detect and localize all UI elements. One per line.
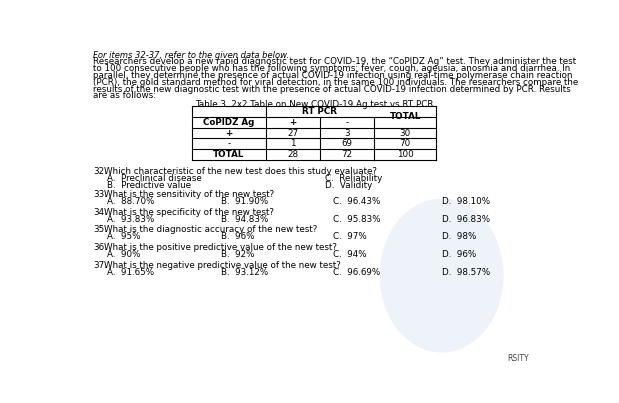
- Text: Researchers develop a new rapid diagnostic test for COVID-19, the “CoPIDZ Ag” te: Researchers develop a new rapid diagnost…: [93, 57, 576, 66]
- Text: For items 32-37, refer to the given data below.: For items 32-37, refer to the given data…: [93, 51, 289, 60]
- Text: are as follows:: are as follows:: [93, 91, 156, 100]
- Text: D.  98.10%: D. 98.10%: [441, 197, 490, 206]
- Text: A.  Preclinical disease: A. Preclinical disease: [107, 174, 202, 183]
- Text: 33.: 33.: [93, 190, 106, 199]
- Text: Which characteristic of the new test does this study evaluate?: Which characteristic of the new test doe…: [105, 167, 378, 176]
- Text: C.  95.83%: C. 95.83%: [333, 215, 381, 224]
- Text: 30: 30: [400, 129, 411, 137]
- Text: +: +: [289, 118, 297, 127]
- Text: B.  92%: B. 92%: [221, 250, 254, 259]
- Text: -: -: [345, 118, 348, 127]
- Text: A.  88.70%: A. 88.70%: [107, 197, 154, 206]
- Text: TOTAL: TOTAL: [389, 112, 421, 121]
- Text: B.  96%: B. 96%: [221, 233, 254, 241]
- Text: D.  96%: D. 96%: [441, 250, 476, 259]
- Text: 35.: 35.: [93, 225, 106, 235]
- Text: What is the negative predictive value of the new test?: What is the negative predictive value of…: [105, 261, 341, 270]
- Text: (PCR), the gold standard method for viral detection, in the same 100 individuals: (PCR), the gold standard method for vira…: [93, 78, 578, 87]
- Text: D.  98.57%: D. 98.57%: [441, 268, 490, 277]
- Text: B.  91.90%: B. 91.90%: [221, 197, 268, 206]
- Text: 100: 100: [397, 150, 413, 159]
- Text: 69: 69: [342, 139, 353, 148]
- Text: to 100 consecutive people who has the following symptoms: fever, cough, ageusia,: to 100 consecutive people who has the fo…: [93, 64, 570, 73]
- Text: D.  98%: D. 98%: [441, 233, 476, 241]
- Text: parallel, they determine the presence of actual COVID-19 infection using real-ti: parallel, they determine the presence of…: [93, 71, 573, 80]
- Text: 28: 28: [287, 150, 298, 159]
- Text: 3: 3: [344, 129, 350, 137]
- Text: B.  94.83%: B. 94.83%: [221, 215, 268, 224]
- Text: D.  Validity: D. Validity: [326, 181, 373, 190]
- Text: C.  96.69%: C. 96.69%: [333, 268, 380, 277]
- Text: D.  96.83%: D. 96.83%: [441, 215, 490, 224]
- Text: C.  Reliability: C. Reliability: [326, 174, 383, 183]
- Text: -: -: [227, 139, 230, 148]
- Text: A.  93.83%: A. 93.83%: [107, 215, 154, 224]
- Text: 36.: 36.: [93, 243, 106, 252]
- Text: 72: 72: [342, 150, 353, 159]
- Text: 70: 70: [400, 139, 411, 148]
- Text: C.  96.43%: C. 96.43%: [333, 197, 381, 206]
- Text: What is the specificity of the new test?: What is the specificity of the new test?: [105, 208, 274, 217]
- Text: CoPIDZ Ag: CoPIDZ Ag: [203, 118, 254, 127]
- Text: +: +: [225, 129, 233, 137]
- Text: 32.: 32.: [93, 167, 106, 176]
- Text: TOTAL: TOTAL: [213, 150, 245, 159]
- Text: A.  90%: A. 90%: [107, 250, 141, 259]
- Text: 37.: 37.: [93, 261, 106, 270]
- Text: results of the new diagnostic test with the presence of actual COVID-19 infectio: results of the new diagnostic test with …: [93, 85, 571, 93]
- Text: A.  95%: A. 95%: [107, 233, 141, 241]
- Text: RSITY: RSITY: [508, 354, 529, 363]
- Text: RT PCR: RT PCR: [303, 107, 337, 116]
- Text: A.  91.65%: A. 91.65%: [107, 268, 154, 277]
- Text: 1: 1: [290, 139, 296, 148]
- Text: B.  Predictive value: B. Predictive value: [107, 181, 191, 190]
- Text: 34.: 34.: [93, 208, 106, 217]
- Text: What is the positive predictive value of the new test?: What is the positive predictive value of…: [105, 243, 337, 252]
- Text: Table 3. 2x2 Table on New COVID-19 Ag test vs RT PCR: Table 3. 2x2 Table on New COVID-19 Ag te…: [195, 100, 433, 109]
- Text: 27: 27: [287, 129, 298, 137]
- Text: What is the sensitivity of the new test?: What is the sensitivity of the new test?: [105, 190, 275, 199]
- Text: C.  97%: C. 97%: [333, 233, 367, 241]
- Text: What is the diagnostic accuracy of the new test?: What is the diagnostic accuracy of the n…: [105, 225, 318, 235]
- Text: C.  94%: C. 94%: [333, 250, 366, 259]
- Text: B.  93.12%: B. 93.12%: [221, 268, 268, 277]
- Ellipse shape: [379, 199, 504, 353]
